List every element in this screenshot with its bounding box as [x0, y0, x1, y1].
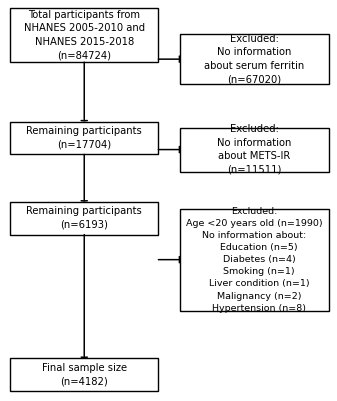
FancyBboxPatch shape — [10, 202, 158, 235]
Text: Remaining participants
(n=17704): Remaining participants (n=17704) — [26, 126, 142, 150]
FancyBboxPatch shape — [10, 358, 158, 391]
FancyBboxPatch shape — [180, 34, 329, 84]
Text: Excluded:
No information
about serum ferritin
(n=67020): Excluded: No information about serum fer… — [204, 34, 305, 85]
Text: Excluded:
Age <20 years old (n=1990)
No information about:
   Education (n=5)
  : Excluded: Age <20 years old (n=1990) No … — [186, 207, 323, 313]
FancyBboxPatch shape — [180, 209, 329, 311]
Text: Remaining participants
(n=6193): Remaining participants (n=6193) — [26, 207, 142, 230]
Text: Excluded:
No information
about METS-IR
(n=11511): Excluded: No information about METS-IR (… — [217, 124, 292, 175]
FancyBboxPatch shape — [10, 8, 158, 62]
Text: Total participants from
NHANES 2005-2010 and
NHANES 2015-2018
(n=84724): Total participants from NHANES 2005-2010… — [24, 10, 145, 61]
Text: Final sample size
(n=4182): Final sample size (n=4182) — [42, 363, 127, 386]
FancyBboxPatch shape — [180, 128, 329, 172]
FancyBboxPatch shape — [10, 122, 158, 154]
